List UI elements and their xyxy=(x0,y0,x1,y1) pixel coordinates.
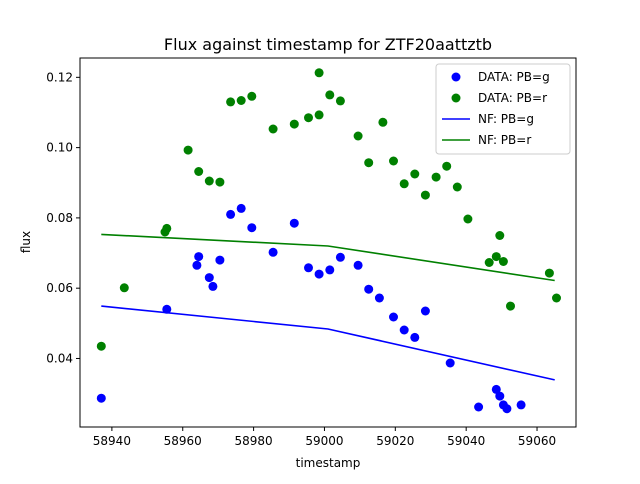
data-point xyxy=(247,223,257,233)
data-point xyxy=(314,110,324,120)
data-point xyxy=(364,284,374,294)
data-point xyxy=(236,96,246,105)
x-tick-label: 59060 xyxy=(518,434,556,448)
data-point xyxy=(410,332,420,342)
y-tick-label: 0.04 xyxy=(46,351,73,365)
data-point xyxy=(389,156,398,166)
data-point xyxy=(215,177,225,187)
legend-entry-label: DATA: PB=r xyxy=(478,91,547,105)
data-point xyxy=(325,90,335,100)
data-point xyxy=(226,97,236,107)
data-point xyxy=(304,263,313,273)
data-point xyxy=(420,306,430,316)
legend-entry-label: NF: PB=r xyxy=(478,133,531,147)
data-point xyxy=(268,124,278,134)
y-tick-label: 0.12 xyxy=(46,70,73,84)
data-point xyxy=(452,182,462,192)
data-point xyxy=(119,283,129,293)
data-point xyxy=(247,91,257,101)
legend-marker-swatch xyxy=(451,93,461,103)
legend-marker-swatch xyxy=(451,72,461,82)
legend-entry-label: NF: PB=g xyxy=(478,112,534,126)
y-axis: 0.04 0.06 0.08 0.10 0.12 xyxy=(46,70,80,365)
data-point xyxy=(431,172,441,182)
x-tick-label: 58940 xyxy=(93,434,131,448)
data-point xyxy=(495,231,505,240)
data-point xyxy=(192,260,202,270)
data-point xyxy=(516,400,526,410)
data-point xyxy=(445,358,455,368)
data-point xyxy=(353,131,363,141)
data-point xyxy=(289,218,299,228)
x-tick-label: 58980 xyxy=(235,434,273,448)
data-point xyxy=(194,252,204,262)
data-point xyxy=(335,96,345,106)
data-point xyxy=(236,203,246,213)
x-tick-label: 59040 xyxy=(447,434,485,448)
data-point xyxy=(226,209,236,219)
y-tick-label: 0.08 xyxy=(46,211,73,225)
legend-box xyxy=(435,63,571,155)
data-point xyxy=(463,214,473,224)
data-point xyxy=(552,293,561,303)
data-point xyxy=(208,281,218,291)
data-point xyxy=(378,117,388,127)
data-point xyxy=(410,169,420,179)
data-point xyxy=(215,255,225,265)
data-point xyxy=(399,179,409,189)
data-point xyxy=(314,269,324,279)
legend-entry-label: DATA: PB=g xyxy=(478,70,550,84)
data-point xyxy=(491,384,501,394)
data-point xyxy=(96,341,106,351)
data-point xyxy=(314,68,324,78)
series-line xyxy=(101,233,555,282)
data-point xyxy=(353,260,363,270)
chart-title: Flux against timestamp for ZTF20aattztb xyxy=(164,35,492,54)
y-tick-label: 0.06 xyxy=(46,281,73,295)
data-point xyxy=(506,301,515,311)
data-point xyxy=(484,258,494,267)
data-point xyxy=(364,158,374,168)
plot-frame xyxy=(79,57,577,428)
data-point xyxy=(162,223,172,233)
data-point xyxy=(544,268,554,278)
data-point xyxy=(474,402,484,412)
data-point xyxy=(420,190,430,200)
data-point xyxy=(502,404,512,414)
data-point xyxy=(204,176,214,186)
data-point xyxy=(304,113,313,123)
x-tick-label: 59020 xyxy=(376,434,414,448)
data-point xyxy=(162,304,172,314)
y-tick-label: 0.10 xyxy=(46,141,73,155)
data-point xyxy=(96,393,106,403)
data-point xyxy=(268,247,278,257)
series-line xyxy=(101,305,555,381)
data-point xyxy=(325,265,335,275)
data-point xyxy=(389,312,398,322)
legend: DATA: PB=g DATA: PB=r NF: PB=g NF: PB=r xyxy=(435,63,571,155)
x-tick-label: 59000 xyxy=(305,434,343,448)
data-point xyxy=(374,293,384,303)
series-layer xyxy=(96,68,561,414)
x-axis: 58940 58960 58980 59000 59020 59040 59060 xyxy=(93,427,556,448)
data-point xyxy=(495,391,505,401)
data-point xyxy=(399,325,409,335)
data-point xyxy=(491,252,501,262)
data-point xyxy=(498,257,508,266)
y-axis-label: flux xyxy=(19,231,33,253)
data-point xyxy=(289,119,299,129)
x-axis-label: timestamp xyxy=(296,456,361,470)
data-point xyxy=(442,161,452,171)
data-point xyxy=(194,167,204,176)
x-tick-label: 58960 xyxy=(164,434,202,448)
data-point xyxy=(183,145,193,155)
data-point xyxy=(204,273,214,283)
data-point xyxy=(335,252,345,262)
